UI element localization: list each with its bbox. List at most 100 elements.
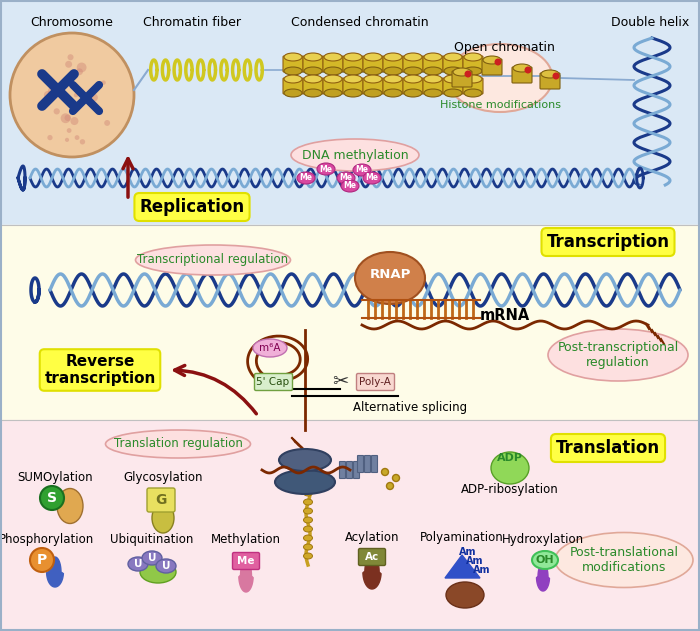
Text: Hydroxylation: Hydroxylation: [502, 533, 584, 546]
Ellipse shape: [464, 75, 482, 83]
Ellipse shape: [253, 339, 287, 357]
FancyBboxPatch shape: [343, 78, 363, 94]
Ellipse shape: [464, 53, 482, 61]
Ellipse shape: [140, 561, 176, 583]
Ellipse shape: [341, 180, 359, 192]
Ellipse shape: [384, 75, 402, 83]
Text: U: U: [148, 553, 156, 563]
Ellipse shape: [424, 75, 442, 83]
Text: Condensed chromatin: Condensed chromatin: [291, 16, 429, 28]
Ellipse shape: [304, 544, 312, 550]
Ellipse shape: [284, 89, 302, 97]
FancyBboxPatch shape: [358, 456, 363, 473]
Circle shape: [382, 468, 388, 476]
Circle shape: [48, 135, 52, 140]
Ellipse shape: [353, 164, 371, 176]
FancyBboxPatch shape: [463, 56, 483, 72]
Ellipse shape: [324, 75, 342, 83]
Circle shape: [386, 483, 393, 490]
Ellipse shape: [404, 75, 422, 83]
Circle shape: [66, 128, 71, 133]
Polygon shape: [536, 563, 550, 591]
FancyBboxPatch shape: [323, 78, 343, 94]
Text: m⁶A: m⁶A: [259, 343, 281, 353]
Ellipse shape: [446, 582, 484, 608]
FancyBboxPatch shape: [403, 56, 423, 72]
Text: Acylation: Acylation: [344, 531, 399, 545]
Circle shape: [76, 68, 83, 75]
Text: Translation regulation: Translation regulation: [113, 437, 242, 451]
Ellipse shape: [447, 44, 552, 112]
Ellipse shape: [304, 481, 312, 487]
Ellipse shape: [384, 53, 402, 61]
Text: Alternative splicing: Alternative splicing: [353, 401, 467, 413]
Ellipse shape: [304, 499, 312, 505]
FancyBboxPatch shape: [443, 56, 463, 72]
Text: Me: Me: [356, 165, 368, 175]
Circle shape: [102, 80, 106, 85]
Text: U: U: [134, 559, 142, 569]
Text: Me: Me: [344, 182, 356, 191]
Ellipse shape: [363, 172, 381, 184]
Circle shape: [104, 120, 110, 126]
Text: Ubiquitination: Ubiquitination: [111, 533, 194, 546]
Ellipse shape: [404, 53, 422, 61]
Circle shape: [64, 115, 71, 121]
Ellipse shape: [444, 89, 462, 97]
Text: Transcriptional regulation: Transcriptional regulation: [137, 254, 288, 266]
Ellipse shape: [424, 67, 442, 75]
Text: Post-translational
modifications: Post-translational modifications: [570, 546, 678, 574]
Circle shape: [83, 94, 89, 100]
Circle shape: [48, 87, 56, 95]
Ellipse shape: [324, 53, 342, 61]
Ellipse shape: [364, 89, 382, 97]
FancyBboxPatch shape: [283, 78, 303, 94]
FancyBboxPatch shape: [232, 553, 260, 570]
Ellipse shape: [284, 67, 302, 75]
FancyBboxPatch shape: [363, 56, 383, 72]
Text: Transcription: Transcription: [547, 233, 669, 251]
Text: Reverse
transcription: Reverse transcription: [44, 354, 155, 386]
Circle shape: [65, 61, 72, 68]
Text: Am: Am: [473, 565, 491, 575]
FancyBboxPatch shape: [423, 56, 443, 72]
Text: OH: OH: [536, 555, 554, 565]
Ellipse shape: [57, 488, 83, 524]
Ellipse shape: [304, 526, 312, 532]
FancyBboxPatch shape: [443, 78, 463, 94]
Ellipse shape: [304, 53, 322, 61]
Circle shape: [54, 109, 60, 114]
Text: SUMOylation: SUMOylation: [18, 471, 93, 485]
Ellipse shape: [284, 53, 302, 61]
Text: Open chromatin: Open chromatin: [454, 42, 554, 54]
Ellipse shape: [304, 517, 312, 523]
FancyBboxPatch shape: [365, 456, 370, 473]
Ellipse shape: [279, 449, 331, 471]
Text: U: U: [162, 561, 170, 571]
Text: Poly-A: Poly-A: [359, 377, 391, 387]
FancyBboxPatch shape: [452, 71, 472, 87]
Polygon shape: [445, 555, 480, 578]
FancyBboxPatch shape: [354, 461, 360, 478]
FancyBboxPatch shape: [383, 56, 403, 72]
Circle shape: [40, 486, 64, 510]
Circle shape: [80, 139, 85, 144]
Ellipse shape: [532, 551, 558, 569]
FancyBboxPatch shape: [283, 56, 303, 72]
Circle shape: [494, 59, 501, 66]
FancyBboxPatch shape: [383, 78, 403, 94]
Circle shape: [393, 475, 400, 481]
Text: Me: Me: [365, 174, 379, 182]
FancyBboxPatch shape: [255, 374, 293, 391]
Circle shape: [67, 54, 74, 61]
Text: Translation: Translation: [556, 439, 660, 457]
Text: DNA methylation: DNA methylation: [302, 148, 408, 162]
Ellipse shape: [444, 75, 462, 83]
FancyBboxPatch shape: [340, 461, 346, 478]
Ellipse shape: [541, 70, 559, 78]
Ellipse shape: [304, 75, 322, 83]
Ellipse shape: [444, 67, 462, 75]
Circle shape: [74, 93, 78, 97]
Text: Methylation: Methylation: [211, 533, 281, 546]
Text: P: P: [37, 553, 47, 567]
